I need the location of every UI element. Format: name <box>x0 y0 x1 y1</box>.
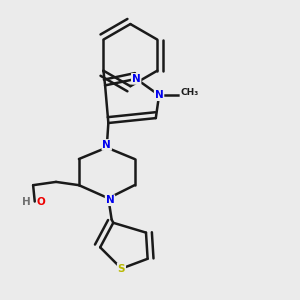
Text: H: H <box>22 196 31 206</box>
Text: CH₃: CH₃ <box>180 88 199 97</box>
Text: N: N <box>106 195 114 205</box>
Text: N: N <box>102 140 111 150</box>
Text: N: N <box>132 74 140 84</box>
Text: O: O <box>37 196 46 206</box>
Text: N: N <box>155 90 164 100</box>
Text: S: S <box>118 264 125 274</box>
